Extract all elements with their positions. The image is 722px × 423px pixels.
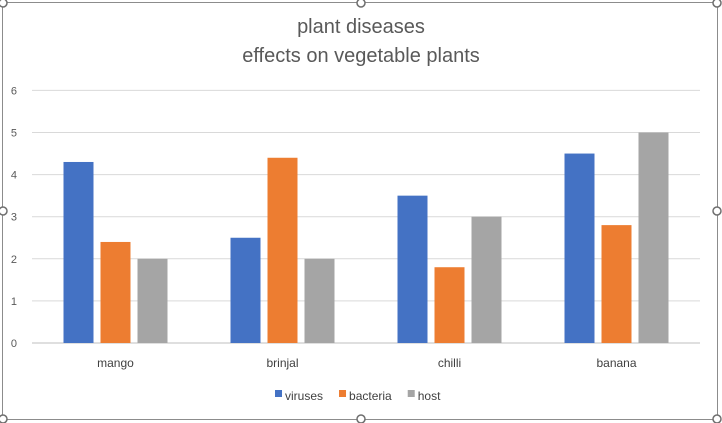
y-tick-label: 5: [11, 128, 17, 140]
x-tick-label-banana: banana: [596, 356, 636, 370]
resize-handle-3[interactable]: [0, 206, 8, 216]
chart-title: plant diseases: [297, 16, 425, 38]
legend-swatch-viruses: [275, 390, 282, 397]
bar-bacteria-mango: [100, 241, 131, 343]
y-tick-label: 0: [11, 338, 17, 350]
resize-handle-5[interactable]: [0, 414, 8, 423]
resize-handle-2[interactable]: [712, 0, 722, 8]
bar-bacteria-chilli: [434, 267, 465, 343]
legend-swatch-host: [407, 390, 415, 397]
bar-host-banana: [638, 132, 669, 343]
bar-viruses-chilli: [397, 195, 428, 343]
resize-handle-7[interactable]: [712, 414, 722, 423]
resize-handle-1[interactable]: [356, 0, 366, 8]
bar-host-chilli: [471, 216, 502, 343]
legend-label-viruses: viruses: [285, 389, 323, 403]
bar-bacteria-banana: [601, 225, 632, 343]
legend-label-bacteria: bacteria: [349, 389, 392, 403]
bar-bacteria-brinjal: [267, 157, 298, 343]
bar-viruses-brinjal: [230, 237, 261, 343]
y-tick-label: 1: [11, 296, 17, 308]
y-tick-label: 4: [11, 170, 17, 182]
x-tick-label-mango: mango: [97, 356, 134, 370]
bar-viruses-mango: [63, 161, 94, 343]
legend-label-host: host: [418, 389, 441, 403]
resize-handle-0[interactable]: [0, 0, 8, 8]
legend-swatch-bacteria: [339, 390, 347, 397]
x-tick-label-brinjal: brinjal: [266, 356, 298, 370]
x-tick-label-chilli: chilli: [438, 356, 461, 370]
bar-viruses-banana: [564, 153, 595, 343]
resize-handle-4[interactable]: [712, 206, 722, 216]
y-tick-label: 6: [11, 85, 17, 97]
bar-host-brinjal: [304, 258, 335, 343]
resize-handle-6[interactable]: [356, 414, 366, 423]
y-tick-label: 3: [11, 212, 17, 224]
bar-host-mango: [137, 258, 168, 343]
chart-frame[interactable]: [2, 2, 718, 420]
y-tick-label: 2: [11, 254, 17, 266]
chart-subtitle: effects on vegetable plants: [242, 45, 480, 67]
